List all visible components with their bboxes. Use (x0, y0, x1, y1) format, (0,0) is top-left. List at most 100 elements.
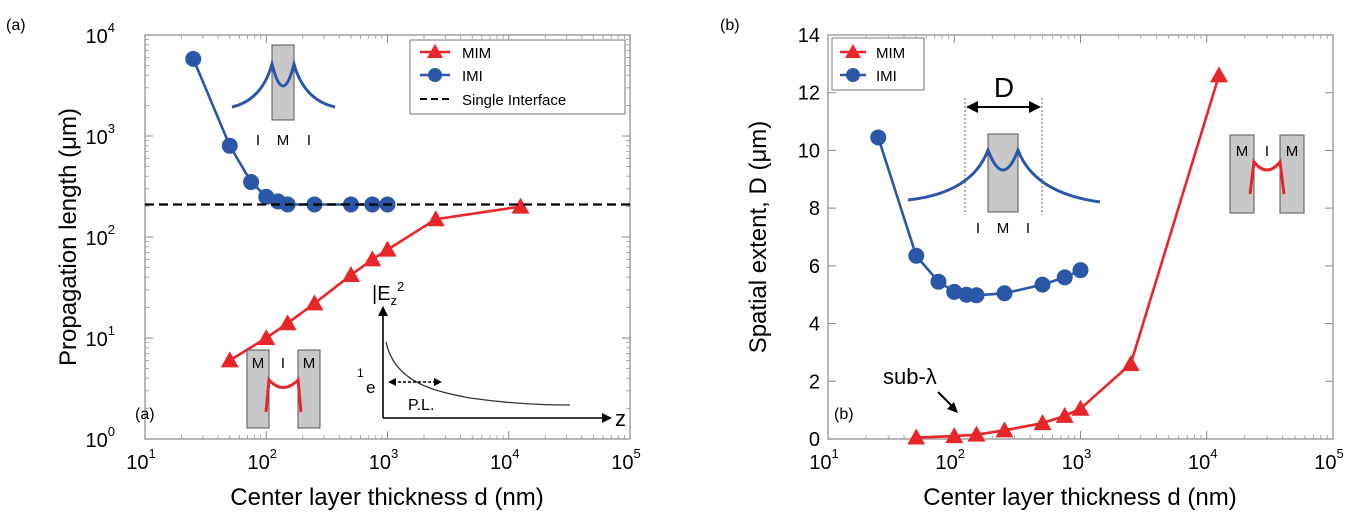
inset-b-imi-letter-2: M (997, 220, 1010, 237)
chart-a-point-mim (305, 294, 324, 311)
y-tick-label: 101 (86, 323, 115, 351)
chart-a-point-mim (426, 210, 445, 227)
y-tick-label: 102 (86, 222, 115, 250)
chart-b-point-mim (1209, 66, 1228, 83)
inset-a-mim: M I M (246, 349, 321, 429)
y-tick-label: 10 (798, 140, 820, 162)
y-tick-label: 103 (86, 121, 115, 149)
chart-a-point-mim (278, 314, 297, 331)
inset-b-mim: M I M (1229, 134, 1305, 214)
chart-b-point-imi (996, 285, 1013, 302)
legend-a-imi-label: IMI (462, 68, 483, 85)
inset-a-decay-pl: P.L. (408, 397, 434, 414)
inset-a-decay-xlabel: z (615, 406, 626, 431)
inset-a-decay-e: e (366, 378, 375, 397)
chart-a-point-mim (257, 329, 276, 345)
chart-b-legend: MIM IMI (831, 37, 925, 91)
chart-b-point-mim (967, 425, 986, 442)
y-tick-label: 14 (798, 25, 820, 47)
chart-b-xlabel: Center layer thickness d (nm) (923, 484, 1236, 511)
legend-a-mim-marker (427, 44, 443, 58)
chart-b-point-mim (1033, 414, 1052, 431)
chart-a-point-imi (243, 174, 260, 191)
chart-a-legend: MIM IMI Single Interface (409, 39, 626, 115)
legend-b-imi-marker (846, 68, 860, 82)
annotation-sub-lambda-text: sub-λ (883, 364, 937, 389)
legend-a-imi-marker (428, 68, 442, 82)
chart-a-ylabel: Propagation length (μm) (55, 108, 82, 366)
legend-b-mim-marker (845, 44, 861, 58)
chart-b-point-mim (907, 428, 926, 445)
chart-b-point-mim (1055, 406, 1074, 423)
y-tick-label: 0 (809, 429, 820, 451)
y-tick-label: 2 (809, 371, 820, 393)
chart-a-xlabel: Center layer thickness d (nm) (230, 484, 543, 511)
chart-b-inner-label: (b) (834, 406, 854, 423)
chart-b-point-imi (1034, 276, 1051, 293)
annotation-sub-lambda: sub-λ (883, 364, 958, 413)
chart-b-point-imi (1056, 269, 1073, 286)
inset-b-imi-letter-3: I (1026, 220, 1030, 237)
legend-a-single-label: Single Interface (462, 92, 566, 109)
x-tick-label: 103 (1062, 446, 1091, 474)
inset-a-decay-ylabel: |Ez2 (372, 279, 404, 308)
chart-b-point-imi (930, 273, 947, 290)
chart-b-point-mim (945, 427, 964, 444)
panel-label-a: (a) (6, 17, 26, 34)
chart-b-point-mim (1121, 354, 1140, 371)
chart-a-point-mim (220, 351, 239, 368)
chart-a: 101 102 103 104 105 100 101 102 103 104 Center la… (55, 20, 641, 511)
inset-a-mim-letter-2: I (281, 355, 285, 372)
chart-a-point-imi (185, 50, 202, 67)
inset-a-imi-letter-2: M (277, 132, 290, 149)
panel-label-b: (b) (720, 17, 740, 34)
chart-a-inner-label: (a) (135, 406, 155, 423)
chart-a-point-mim (342, 266, 361, 283)
y-tick-label: 104 (86, 20, 115, 48)
chart-b-ylabel: Spatial extent, D (μm) (745, 121, 772, 354)
y-tick-label: 4 (809, 314, 820, 336)
inset-a-imi-letter-3: I (307, 132, 311, 149)
x-tick-label: 104 (490, 446, 519, 474)
x-tick-label: 104 (1188, 446, 1217, 474)
y-tick-label: 100 (86, 424, 115, 452)
y-tick-label: 12 (798, 83, 820, 105)
inset-a-mim-letter-3: M (303, 355, 316, 372)
chart-b-point-mim (995, 421, 1014, 438)
inset-a-imi: I M I (231, 44, 336, 149)
chart-b-point-imi (1072, 262, 1089, 279)
inset-a-decay: |Ez2 z 1 e P.L. (357, 279, 626, 431)
x-tick-label: 105 (1314, 446, 1343, 474)
chart-b-point-imi (908, 247, 925, 264)
legend-b-mim-label: MIM (876, 45, 905, 62)
x-tick-label: 101 (809, 446, 838, 474)
inset-a-decay-one: 1 (357, 366, 364, 380)
y-tick-label: 8 (809, 198, 820, 220)
chart-b-point-imi (968, 287, 985, 304)
chart-a-point-mim (378, 240, 397, 257)
chart-b-series-mim-line (916, 75, 1221, 439)
legend-b-imi-label: IMI (876, 68, 897, 85)
x-tick-label: 105 (611, 446, 640, 474)
chart-b-point-mim (1071, 399, 1090, 416)
legend-a-mim-label: MIM (462, 45, 491, 62)
chart-b-series-imi-line (876, 137, 1082, 297)
inset-b-imi-letter-1: I (976, 220, 980, 237)
chart-a-point-mim (511, 197, 530, 214)
x-tick-label: 102 (936, 446, 965, 474)
chart-b-point-imi (870, 129, 887, 146)
chart-a-point-mim (363, 250, 382, 267)
x-tick-label: 103 (369, 446, 398, 474)
y-tick-label: 6 (809, 256, 820, 278)
x-tick-label: 102 (248, 446, 277, 474)
x-tick-label: 101 (126, 446, 155, 474)
inset-b-mim-letter-1: M (1236, 143, 1249, 160)
inset-b-mim-letter-3: M (1286, 143, 1299, 160)
chart-b: 101 102 103 104 105 0 2 4 6 8 10 12 14 Center layer … (745, 25, 1344, 511)
inset-b-imi: D I M I (907, 72, 1101, 237)
inset-a-imi-letter-1: I (256, 132, 260, 149)
inset-a-mim-letter-1: M (252, 355, 265, 372)
chart-b-point-imi (946, 283, 963, 300)
chart-a-point-imi (221, 137, 238, 154)
